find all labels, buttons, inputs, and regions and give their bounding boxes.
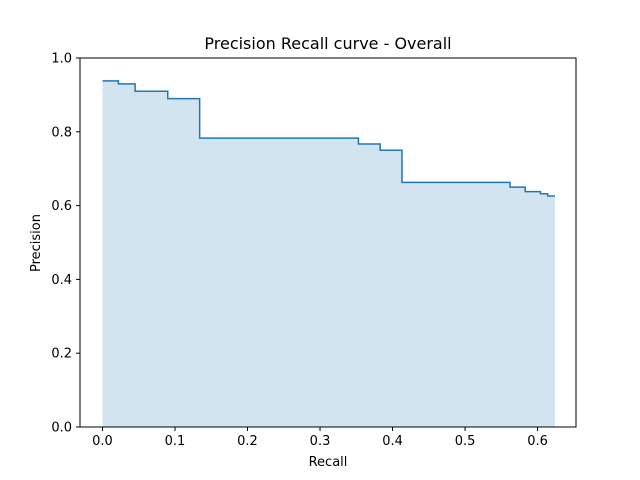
x-tick-label: 0.0	[92, 434, 113, 449]
x-tick-label: 0.2	[237, 434, 258, 449]
y-tick-label: 0.0	[51, 421, 72, 436]
chart-title: Precision Recall curve - Overall	[204, 34, 451, 53]
plot-frame	[79, 57, 577, 428]
x-axis: 0.0 0.1 0.2 0.3 0.4 0.5 0.6	[92, 427, 548, 449]
x-tick-label: 0.4	[382, 434, 403, 449]
x-tick-label: 0.6	[527, 434, 548, 449]
pr-area-fill	[102, 80, 555, 428]
y-tick-label: 1.0	[51, 52, 72, 67]
x-tick-label: 0.1	[165, 434, 186, 449]
pr-step-line	[102, 80, 555, 197]
y-axis: 0.0 0.2 0.4 0.6 0.8 1.0	[51, 52, 80, 436]
x-tick-label: 0.5	[455, 434, 476, 449]
y-tick-label: 0.4	[51, 273, 72, 288]
x-tick-label: 0.3	[310, 434, 331, 449]
y-tick-label: 0.6	[51, 199, 72, 214]
y-axis-label: Precision	[29, 214, 44, 272]
x-axis-label: Recall	[309, 455, 348, 470]
y-tick-label: 0.8	[51, 125, 72, 140]
y-tick-label: 0.2	[51, 347, 72, 362]
